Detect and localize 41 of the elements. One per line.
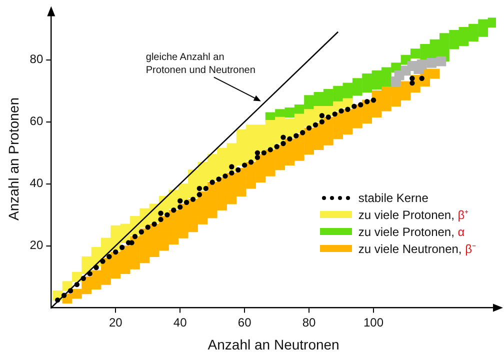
legend-label: stabile Kerne <box>358 190 428 204</box>
point <box>352 78 362 88</box>
point <box>449 39 460 50</box>
point <box>362 82 372 93</box>
point <box>284 108 295 118</box>
y-tick-label: 40 <box>30 176 44 190</box>
point <box>426 58 436 68</box>
y-tick-label: 20 <box>30 238 44 252</box>
x-tick-label: 20 <box>108 315 123 330</box>
point <box>468 24 478 34</box>
point <box>478 19 488 30</box>
point <box>381 76 392 86</box>
point <box>304 95 314 106</box>
point <box>439 33 450 44</box>
y-tick-label: 80 <box>30 52 44 66</box>
x-tick-label: 100 <box>363 315 384 330</box>
point <box>439 42 450 52</box>
point <box>416 60 427 70</box>
point <box>430 39 440 50</box>
point <box>449 30 460 40</box>
x-tick-label: 80 <box>302 315 316 330</box>
point <box>436 56 446 66</box>
point <box>410 48 420 59</box>
point <box>372 80 382 90</box>
annotation: gleiche Anzahl an Protonen und Neutronen <box>146 51 256 78</box>
point <box>362 73 372 84</box>
y-tick-label: 60 <box>30 114 44 128</box>
x-axis-title: Anzahl an Neutronen <box>208 336 340 352</box>
x-tick-label: 60 <box>238 315 252 330</box>
point <box>381 67 392 78</box>
point <box>333 86 343 96</box>
x-tick-label: 40 <box>173 315 188 330</box>
legend-label: zu viele Protonen, β⁺ <box>358 207 469 223</box>
y-axis-title: Anzahl an Protonen <box>5 98 22 220</box>
point <box>294 104 304 114</box>
point <box>323 88 334 99</box>
point <box>458 26 469 37</box>
legend-label: zu viele Neutronen, β⁻ <box>358 241 476 257</box>
point <box>372 70 382 80</box>
point <box>420 44 430 54</box>
legend-label: zu viele Protonen, α <box>358 224 465 238</box>
